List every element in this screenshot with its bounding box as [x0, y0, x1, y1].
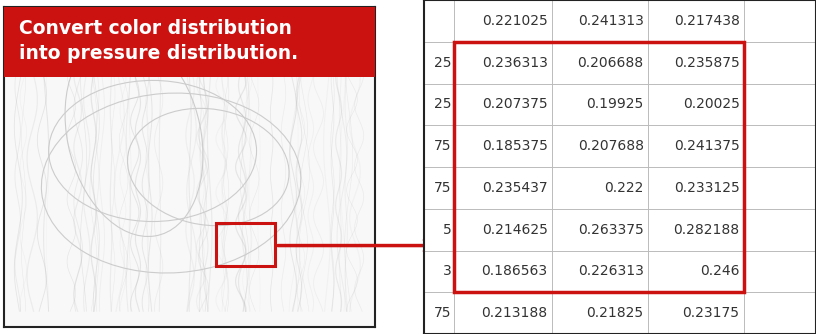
Text: 0.233125: 0.233125	[674, 181, 739, 195]
Text: 75: 75	[434, 181, 452, 195]
Text: 25: 25	[434, 98, 452, 111]
Text: 0.214625: 0.214625	[481, 223, 548, 236]
Text: 3: 3	[443, 265, 452, 278]
Text: 0.206688: 0.206688	[578, 56, 644, 69]
Text: 0.241313: 0.241313	[578, 14, 644, 28]
Text: 0.226313: 0.226313	[578, 265, 644, 278]
Text: 0.207375: 0.207375	[482, 98, 548, 111]
Text: 0.207688: 0.207688	[578, 139, 644, 153]
Text: 0.222: 0.222	[605, 181, 644, 195]
Text: 0.282188: 0.282188	[673, 223, 739, 236]
Text: 0.241375: 0.241375	[674, 139, 739, 153]
Text: 0.235437: 0.235437	[482, 181, 548, 195]
Text: 0.20025: 0.20025	[683, 98, 739, 111]
Bar	[454, 42, 743, 292]
Text: 0.235875: 0.235875	[674, 56, 739, 69]
Text: Convert color distribution
into pressure distribution.: Convert color distribution into pressure…	[19, 19, 298, 62]
Text: 25: 25	[434, 56, 452, 69]
Bar	[215, 223, 275, 267]
Text: 5: 5	[443, 223, 452, 236]
Text: 75: 75	[434, 306, 452, 320]
Text: 0.246: 0.246	[700, 265, 739, 278]
Text: 0.21825: 0.21825	[587, 306, 644, 320]
Text: 0.213188: 0.213188	[481, 306, 548, 320]
Text: 0.236313: 0.236313	[481, 56, 548, 69]
Text: 75: 75	[434, 139, 452, 153]
Text: 0.221025: 0.221025	[482, 14, 548, 28]
Bar	[4, 7, 375, 77]
Text: 0.19925: 0.19925	[587, 98, 644, 111]
Text: 0.217438: 0.217438	[674, 14, 739, 28]
Text: 0.185375: 0.185375	[481, 139, 548, 153]
Text: 0.263375: 0.263375	[578, 223, 644, 236]
Text: 0.186563: 0.186563	[481, 265, 548, 278]
Text: 0.23175: 0.23175	[683, 306, 739, 320]
